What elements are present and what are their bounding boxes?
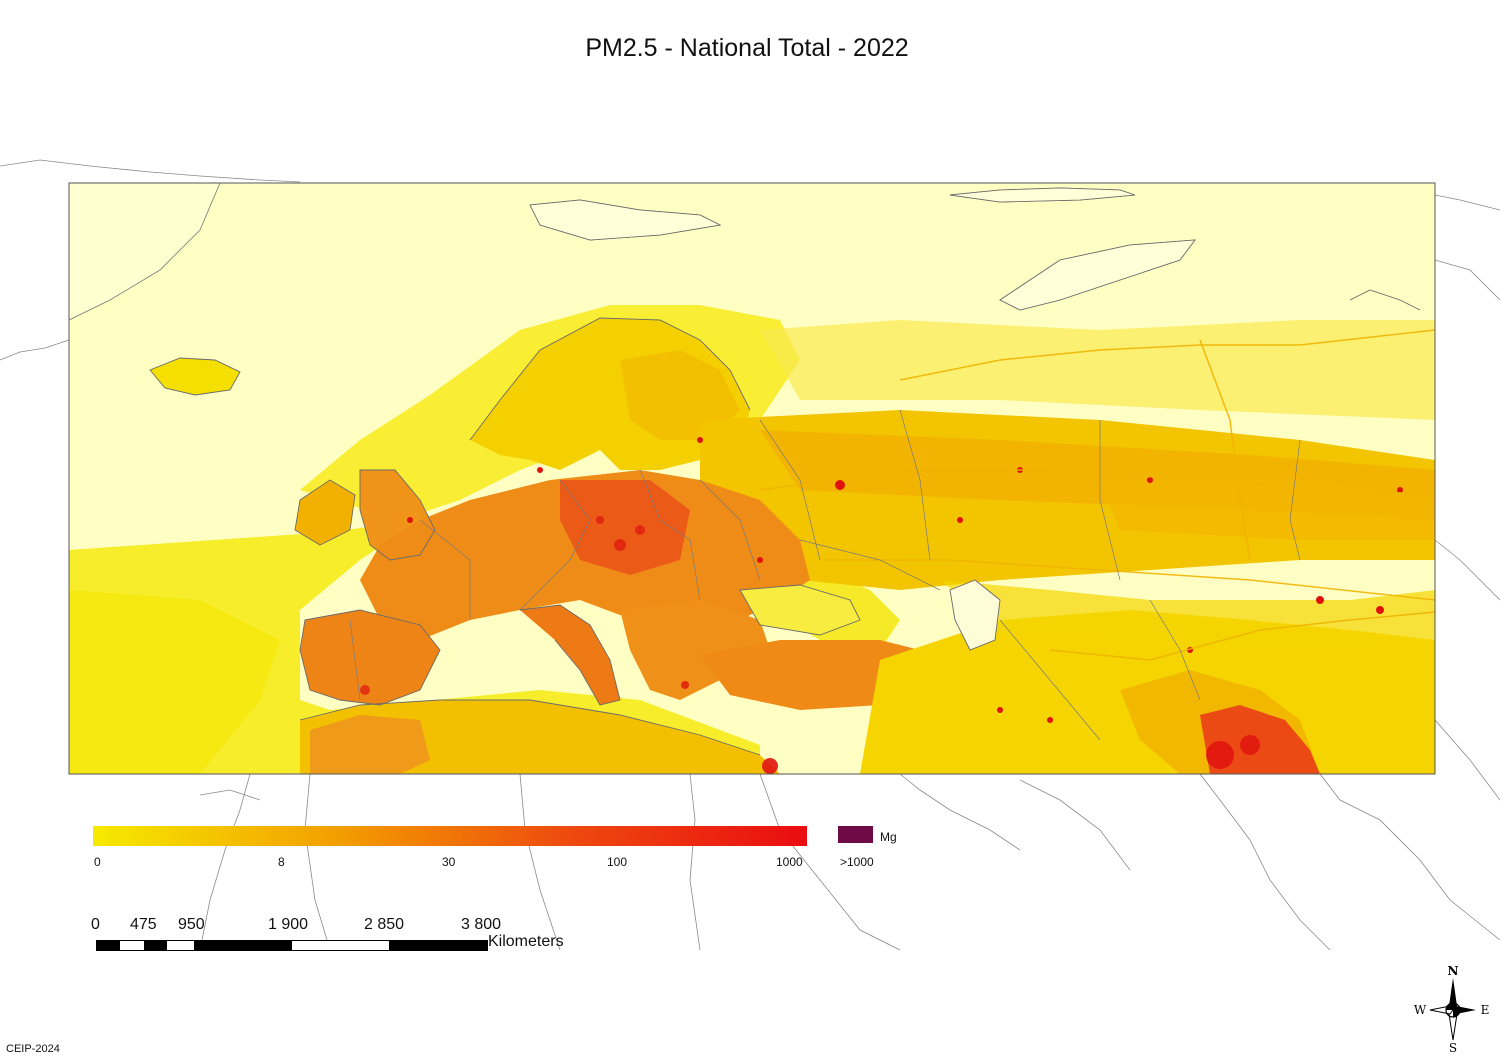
legend-tick-label: 1000 [776,855,803,869]
credit-label: CEIP-2024 [6,1043,60,1055]
legend-unit-label: Mg [880,830,897,844]
scale-label: 2 850 [364,916,405,933]
legend-color-bar [93,826,807,846]
legend-max-label: >1000 [840,855,874,869]
transport-corridors [759,329,1435,661]
compass-west-label: W [1414,1003,1427,1017]
scale-unit-label: Kilometers [488,933,564,950]
greenland-coast [69,183,221,321]
scale-segment [194,941,292,950]
land-emissions [150,318,1435,774]
outside-coastlines [0,159,1500,951]
scale-label: 3 800 [461,916,502,933]
legend-tick-label: 100 [607,855,628,869]
arctic-islands [529,187,1196,311]
country-borders [349,409,1301,741]
domain-frame [68,182,1436,775]
compass-rose-icon: N S E W [1414,964,1490,1054]
legend-max-swatch [838,826,873,843]
compass-north-label: N [1448,964,1459,978]
compass-south-label: S [1449,1041,1457,1054]
emission-hotspots [360,437,1403,774]
legend-tick-label: 0 [94,855,101,869]
scale-segment [97,941,121,950]
scale-label: 1 900 [268,916,309,933]
scale-segment [143,941,168,950]
legend-tick-label: 8 [278,855,285,869]
map-title: PM2.5 - National Total - 2022 [585,34,909,62]
scale-segment [167,941,195,950]
scale-segment [120,941,144,950]
scale-bar [96,940,488,951]
legend-tick-label: 30 [442,855,456,869]
compass-east-label: E [1481,1003,1490,1017]
scale-label: 475 [130,916,157,933]
scale-segment [291,941,390,950]
scale-label: 0 [91,916,100,933]
scale-label: 950 [178,916,205,933]
scale-segment [389,941,487,950]
